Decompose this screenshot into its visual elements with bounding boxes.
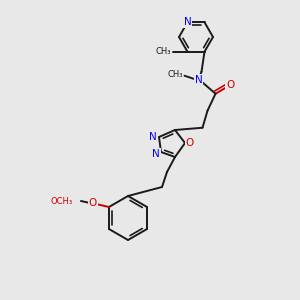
Text: N: N [184,17,191,27]
Text: O: O [226,80,235,90]
Text: N: N [195,75,203,85]
Text: O: O [89,198,97,208]
Text: OCH₃: OCH₃ [51,196,73,206]
Text: O: O [186,138,194,148]
Text: CH₃: CH₃ [155,47,170,56]
Text: N: N [152,149,160,159]
Text: N: N [149,132,157,142]
Text: CH₃: CH₃ [167,70,182,79]
